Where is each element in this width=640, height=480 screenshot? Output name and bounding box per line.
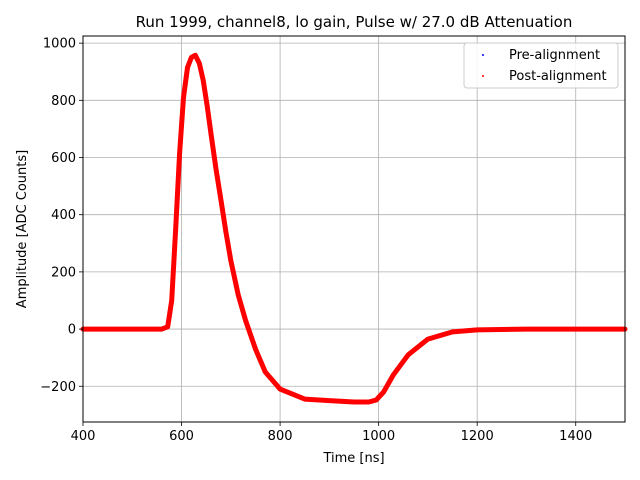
data-point-post-alignment (174, 228, 178, 233)
legend-marker-post-alignment (482, 75, 484, 77)
legend-label-post-alignment: Post-alignment (509, 69, 607, 84)
data-point-post-alignment (197, 61, 201, 65)
y-tick-label: 600 (51, 151, 76, 166)
data-point-post-alignment (574, 327, 578, 331)
data-point-post-alignment (166, 325, 170, 329)
data-point-post-alignment (177, 151, 182, 155)
data-point-post-alignment (426, 337, 430, 341)
chart-title: Run 1999, channel8, lo gain, Pulse w/ 27… (136, 13, 573, 31)
series-post-alignment (80, 52, 628, 405)
data-point-post-alignment (189, 55, 193, 60)
data-point-post-alignment (229, 258, 233, 263)
legend-marker-pre-alignment (482, 54, 484, 56)
x-tick-label: 1400 (559, 429, 592, 444)
data-point-post-alignment (209, 133, 213, 137)
data-point-post-alignment (130, 327, 134, 331)
legend-box (463, 42, 619, 89)
data-point-post-alignment (201, 78, 205, 82)
series-layer (80, 52, 628, 405)
ticks: 400 600 800 1000 1200 1400 −200 0 200 400 600 800 10… (40, 37, 592, 444)
plot-frame (82, 35, 626, 423)
data-point-post-alignment (391, 373, 396, 377)
data-point-post-alignment (160, 327, 164, 331)
y-axis-label: Amplitude [ADC Counts] (15, 150, 30, 308)
data-point-post-alignment (374, 398, 378, 402)
data-point-post-alignment (303, 397, 307, 401)
y-tick-label: 200 (51, 265, 76, 280)
data-point-post-alignment (181, 95, 186, 100)
data-point-post-alignment (367, 400, 371, 404)
grid (82, 36, 625, 422)
series-band-post-alignment (80, 52, 628, 405)
series-band-pre-alignment (81, 53, 627, 404)
data-point-post-alignment (185, 65, 190, 70)
data-point-post-alignment (244, 318, 248, 323)
data-point-post-alignment (236, 293, 240, 297)
data-point-post-alignment (224, 230, 228, 234)
y-tick-label: 400 (51, 208, 76, 223)
data-point-post-alignment (170, 298, 174, 303)
data-point-post-alignment (475, 328, 479, 332)
data-point-post-alignment (205, 104, 209, 108)
data-point-post-alignment (219, 198, 223, 203)
data-point-post-alignment (406, 353, 410, 357)
x-tick-label: 800 (268, 429, 293, 444)
y-tick-label: 800 (51, 94, 76, 109)
data-point-post-alignment (278, 387, 282, 391)
x-tick-label: 1200 (461, 429, 494, 444)
x-tick-label: 1000 (362, 429, 395, 444)
x-axis-label: Time [ns] (322, 451, 384, 466)
legend-label-pre-alignment: Pre-alignment (509, 48, 600, 63)
data-point-post-alignment (193, 53, 197, 57)
data-point-post-alignment (524, 327, 529, 331)
data-point-post-alignment (450, 330, 455, 334)
series-pre-alignment (81, 53, 627, 404)
x-tick-label: 400 (71, 429, 96, 444)
data-point-post-alignment (253, 347, 258, 351)
y-tick-label: −200 (40, 380, 76, 395)
x-tick-label: 600 (169, 429, 194, 444)
legend: Pre-alignment Post-alignment (463, 42, 619, 89)
data-point-post-alignment (263, 370, 267, 374)
y-tick-label: 1000 (43, 37, 76, 52)
y-tick-label: 0 (68, 323, 76, 338)
data-point-post-alignment (381, 390, 386, 394)
data-point-post-alignment (352, 400, 356, 404)
data-point-post-alignment (214, 167, 218, 171)
data-point-post-alignment (327, 398, 331, 403)
